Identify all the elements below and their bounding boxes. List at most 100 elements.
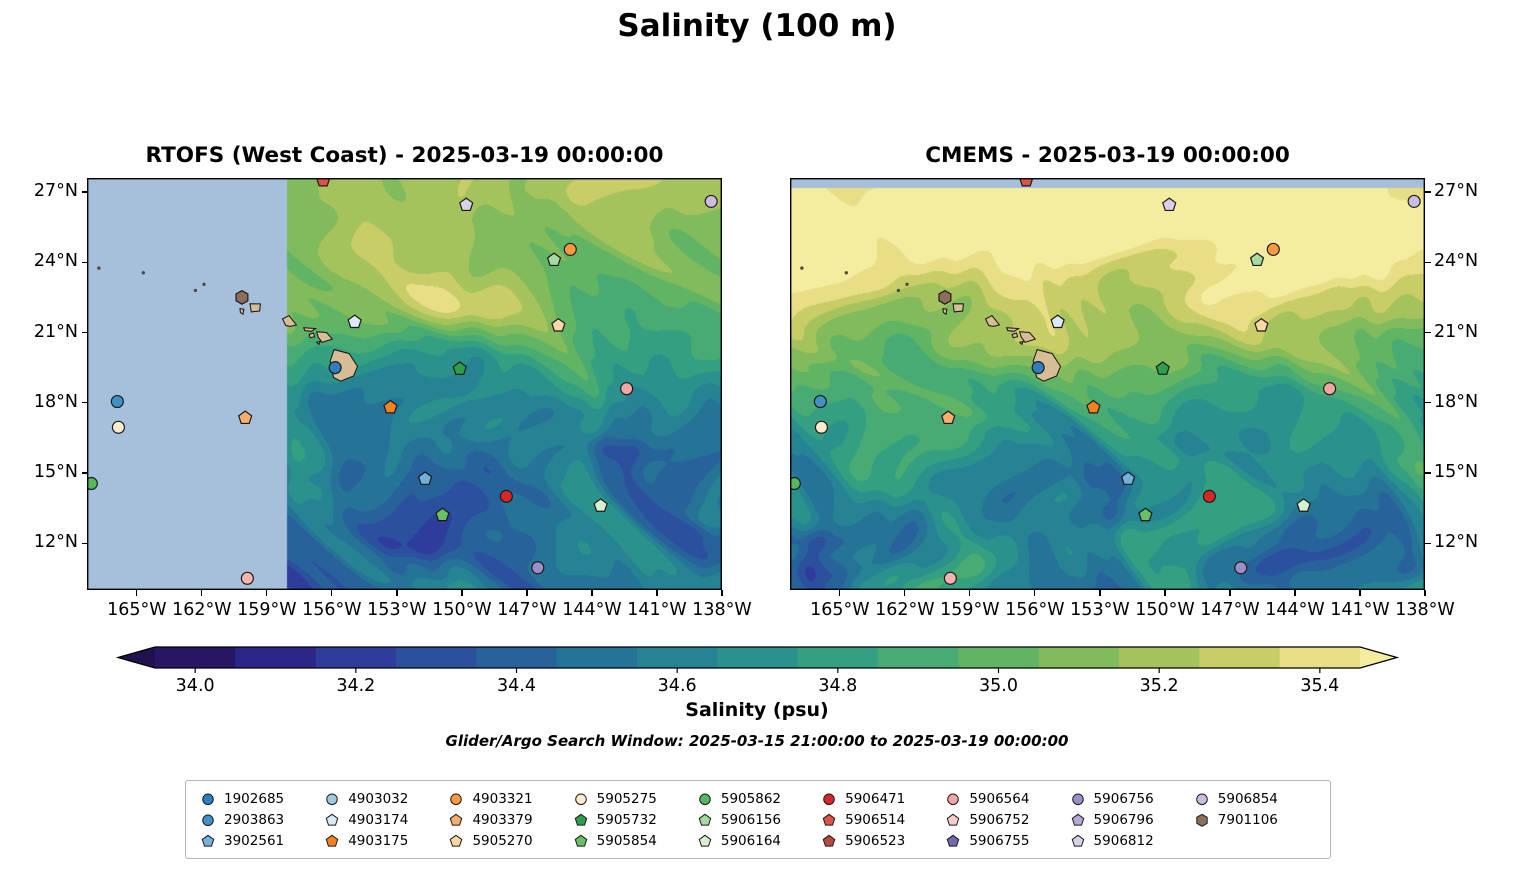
float-marker-5906514 xyxy=(1019,178,1034,187)
circle-marker-icon xyxy=(1071,793,1084,805)
float-marker-5906812 xyxy=(459,197,474,212)
x-tick xyxy=(656,590,658,596)
legend-float-id: 2903863 xyxy=(224,811,285,828)
float-marker-5906756 xyxy=(531,561,545,575)
y-tick-label: 18°N xyxy=(1434,391,1479,412)
islet-dot xyxy=(905,282,909,286)
legend-float-id: 7901106 xyxy=(1217,811,1278,828)
float-marker-5906471 xyxy=(1202,489,1216,503)
y-tick xyxy=(1425,191,1431,193)
map-panel-cmems xyxy=(790,178,1425,590)
x-tick-label: 162°W xyxy=(875,600,935,620)
float-marker-5905862 xyxy=(790,476,801,491)
pentagon-marker-icon xyxy=(1071,834,1084,847)
legend-float-id: 4903174 xyxy=(348,811,409,828)
pentagon-marker-icon xyxy=(325,813,339,826)
x-tick-label: 162°W xyxy=(172,600,232,620)
legend-float-id: 5906523 xyxy=(845,832,906,849)
legend-entry-1902685: 1902685 xyxy=(200,791,322,807)
x-tick-label: 147°W xyxy=(1200,600,1260,620)
legend-float-id: 5906156 xyxy=(720,811,781,828)
legend-float-id: 5905275 xyxy=(596,790,657,807)
x-tick-label: 159°W xyxy=(940,600,1000,620)
colorbar-segment xyxy=(797,647,879,668)
x-tick xyxy=(1229,590,1231,596)
y-tick-label: 12°N xyxy=(1434,532,1479,553)
colorbar-segment xyxy=(878,647,959,668)
float-marker-5905854 xyxy=(435,507,450,522)
legend-float-id: 5905862 xyxy=(720,790,781,807)
y-tick xyxy=(81,331,87,334)
legend-float-id: 5906564 xyxy=(969,790,1030,807)
legend-entry-5906471: 5906471 xyxy=(821,791,943,807)
x-tick xyxy=(266,590,268,596)
y-tick-label: 18°N xyxy=(33,391,78,412)
x-tick xyxy=(1359,590,1361,596)
colorbar-under-arrow xyxy=(118,647,155,668)
colorbar-label: Salinity (psu) xyxy=(685,699,829,721)
x-tick xyxy=(1294,590,1296,596)
x-tick xyxy=(201,590,203,596)
y-tick xyxy=(81,472,87,474)
legend-entry-5906514: 5906514 xyxy=(821,812,943,828)
island-lanai xyxy=(308,332,316,339)
x-tick xyxy=(1099,590,1101,596)
colorbar-tick-label: 34.2 xyxy=(336,676,376,696)
y-tick xyxy=(1425,261,1431,263)
panel-title-cmems: CMEMS - 2025-03-19 00:00:00 xyxy=(925,143,1290,168)
legend-float-id: 5906164 xyxy=(720,832,781,849)
legend-float-id: 5905270 xyxy=(472,832,533,849)
colorbar-over-arrow xyxy=(1360,647,1397,668)
legend-entry-5906812: 5906812 xyxy=(1070,833,1192,849)
pentagon-marker-icon xyxy=(822,813,836,826)
pentagon-marker-icon xyxy=(450,813,463,826)
colorbar-segment xyxy=(958,647,1040,668)
float-legend: 1902685 2903863 3902561 4903032 4903174 49031… xyxy=(185,780,1331,859)
x-tick-label: 147°W xyxy=(497,600,557,620)
island-kauai xyxy=(249,303,261,313)
legend-entry-5906796: 5906796 xyxy=(1070,812,1192,828)
x-tick xyxy=(526,590,528,596)
legend-entry-5906156: 5906156 xyxy=(697,812,819,828)
islet-dot xyxy=(896,288,901,293)
legend-float-id: 4903321 xyxy=(472,790,533,807)
legend-entry-5906752: 5906752 xyxy=(945,812,1067,828)
float-marker-4903321 xyxy=(1266,242,1280,256)
x-tick-label: 138°W xyxy=(692,600,752,620)
x-tick-label: 144°W xyxy=(1265,600,1325,620)
float-marker-5906564 xyxy=(1323,382,1337,396)
legend-float-id: 4903175 xyxy=(348,832,409,849)
float-marker-5905732 xyxy=(452,361,467,375)
x-tick xyxy=(331,590,333,596)
circle-marker-icon xyxy=(450,793,463,805)
x-tick xyxy=(396,590,398,596)
float-marker-5906756 xyxy=(1234,561,1248,575)
float-marker-5905275 xyxy=(814,420,829,434)
colorbar-segment xyxy=(556,647,638,668)
float-marker-4903175 xyxy=(383,399,398,414)
x-tick xyxy=(591,590,593,596)
float-marker-5906854 xyxy=(1407,194,1421,208)
circle-marker-icon xyxy=(574,793,587,805)
y-tick-label: 27°N xyxy=(33,181,78,202)
float-marker-5905854 xyxy=(1138,507,1153,522)
float-marker-5905270 xyxy=(551,317,566,332)
colorbar-segment xyxy=(1119,647,1200,668)
float-marker-1902685 xyxy=(328,361,342,375)
legend-entry-5905854: 5905854 xyxy=(573,833,695,849)
colorbar-segment xyxy=(1038,647,1120,668)
x-tick-label: 141°W xyxy=(627,600,687,620)
circle-marker-icon xyxy=(202,793,214,805)
island-molokai xyxy=(1005,327,1021,332)
island-lanai xyxy=(1011,332,1019,339)
x-tick-label: 141°W xyxy=(1330,600,1390,620)
pentagon-marker-icon xyxy=(574,834,587,847)
float-marker-7901106 xyxy=(235,289,249,305)
pentagon-marker-icon xyxy=(698,813,712,826)
float-marker-5906514 xyxy=(316,178,331,187)
x-tick-label: 150°W xyxy=(432,600,492,620)
x-tick xyxy=(136,590,138,596)
colorbar-segment xyxy=(235,647,317,668)
legend-entry-5906756: 5906756 xyxy=(1070,791,1192,807)
